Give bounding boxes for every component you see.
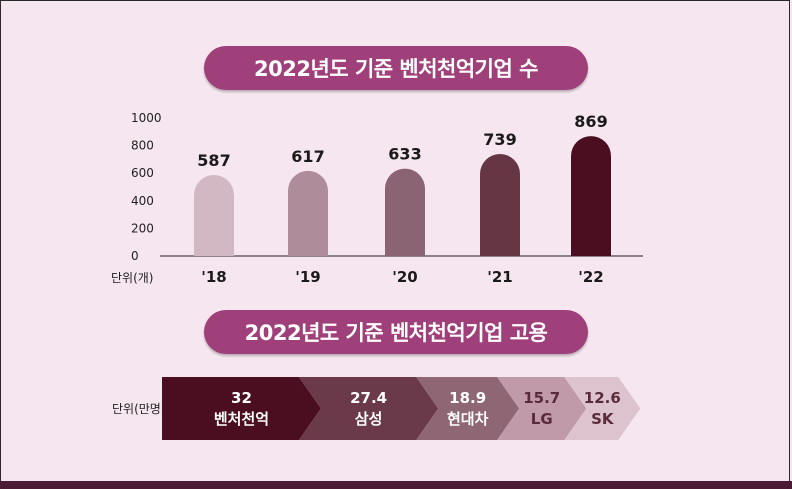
employment-arrow <box>162 377 321 440</box>
bar-value-label: 739 <box>483 130 516 149</box>
count-bar-chart: 0 200 400 600 800 1000 587 '18 617 '19 633 '20 739 '… <box>111 111 643 286</box>
x-tick-label: '22 <box>578 268 603 286</box>
x-tick-label: '20 <box>392 268 417 286</box>
arrow-value-label: 27.4 <box>350 389 387 407</box>
unit-label-employment: 단위(만명) <box>112 402 166 416</box>
bar-value-label: 869 <box>574 112 607 131</box>
y-tick-label: 600 <box>131 166 154 180</box>
x-tick-label: '21 <box>487 268 512 286</box>
bar-value-label: 617 <box>291 147 324 166</box>
arrow-value-label: 18.9 <box>449 389 486 407</box>
chart-title-employment: 2022년도 기준 벤처천억기업 고용 <box>204 310 588 354</box>
y-tick-label: 800 <box>131 139 154 153</box>
bar <box>288 170 328 256</box>
arrow-category-label: 삼성 <box>355 410 383 428</box>
arrow-value-label: 15.7 <box>523 389 560 407</box>
bar <box>385 168 425 256</box>
employment-arrow <box>497 377 587 440</box>
arrow-category-label: LG <box>531 410 553 428</box>
x-tick-label: '19 <box>295 268 320 286</box>
bar-value-label: 587 <box>197 151 230 170</box>
y-tick-label: 0 <box>131 249 139 263</box>
bar-value-label: 633 <box>388 145 421 164</box>
arrow-category-label: 벤처천억 <box>214 410 269 428</box>
arrow-value-label: 32 <box>231 389 252 407</box>
arrow-category-label: 현대차 <box>447 410 489 428</box>
arrow-category-label: SK <box>591 410 615 428</box>
employment-arrow <box>416 377 520 440</box>
employment-arrow <box>298 377 439 440</box>
y-tick-label: 400 <box>131 194 154 208</box>
employment-arrow <box>564 377 641 440</box>
bar <box>571 136 611 256</box>
bar <box>194 174 234 256</box>
y-tick-label: 1000 <box>131 111 162 125</box>
bar <box>480 154 520 256</box>
chart-title-count: 2022년도 기준 벤처천억기업 수 <box>204 46 588 90</box>
bottom-bar <box>0 481 792 489</box>
arrow-value-label: 12.6 <box>584 389 621 407</box>
x-tick-label: '18 <box>201 268 226 286</box>
unit-label-count: 단위(개) <box>111 271 153 285</box>
y-tick-label: 200 <box>131 221 154 235</box>
